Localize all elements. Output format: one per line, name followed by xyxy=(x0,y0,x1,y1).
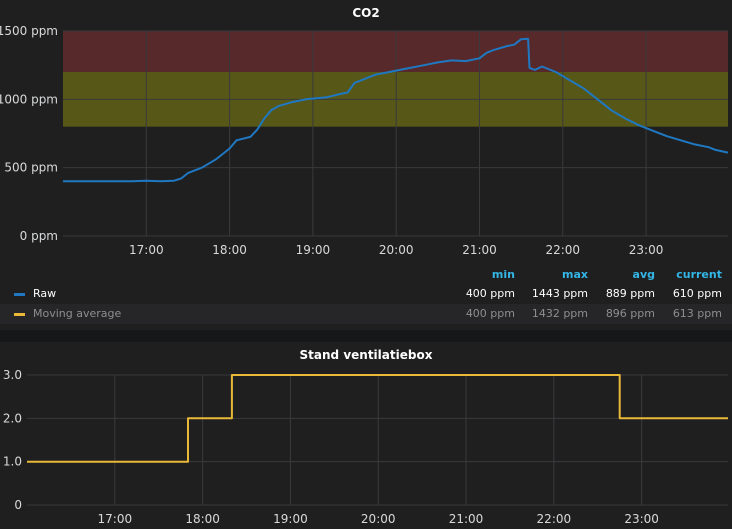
vent-x-tick-label: 20:00 xyxy=(361,512,396,526)
vent-x-tick-label: 21:00 xyxy=(449,512,484,526)
legend-ma-avg: 896 ppm xyxy=(605,307,655,320)
co2-x-tick-label: 23:00 xyxy=(629,243,664,257)
vent-x-tick-label: 22:00 xyxy=(537,512,572,526)
vent-y-tick-label: 1.0 xyxy=(3,455,22,469)
co2-y-tick-label: 1500 ppm xyxy=(0,24,58,38)
legend-ma-min: 400 ppm xyxy=(465,307,515,320)
co2-x-tick-label: 20:00 xyxy=(379,243,414,257)
ventilation-panel-title[interactable]: Stand ventilatiebox xyxy=(299,348,433,362)
legend-name-raw[interactable]: Raw xyxy=(33,287,57,300)
legend-header-max[interactable]: max xyxy=(562,268,588,281)
legend-raw-max: 1443 ppm xyxy=(531,287,588,300)
legend-header-min[interactable]: min xyxy=(491,268,515,281)
legend-swatch-raw xyxy=(14,293,25,296)
co2-y-tick-label: 500 ppm xyxy=(4,161,58,175)
vent-x-tick-label: 23:00 xyxy=(624,512,659,526)
co2-chart[interactable]: 17:00 18:00 19:00 20:00 21:00 22:00 23:00 0 ppm… xyxy=(0,20,732,280)
co2-x-tick-label: 17:00 xyxy=(129,243,164,257)
legend-row-moving-average[interactable]: Moving average 400 ppm 1432 ppm 896 ppm … xyxy=(0,304,732,324)
co2-panel-title[interactable]: CO2 xyxy=(352,6,380,20)
legend-raw-avg: 889 ppm xyxy=(605,287,655,300)
co2-x-tick-label: 22:00 xyxy=(545,243,580,257)
legend-raw-min: 400 ppm xyxy=(465,287,515,300)
ventilation-chart[interactable]: 17:00 18:00 19:00 20:00 21:00 22:00 23:00 0 1.0 2… xyxy=(0,362,732,529)
vent-x-tick-label: 19:00 xyxy=(273,512,308,526)
legend-ma-current: 613 ppm xyxy=(672,307,722,320)
vent-y-tick-label: 0 xyxy=(14,498,22,512)
legend-name-moving-average[interactable]: Moving average xyxy=(33,307,122,320)
vent-y-tick-label: 3.0 xyxy=(3,368,22,382)
co2-y-tick-label: 1000 ppm xyxy=(0,92,58,106)
co2-x-tick-label: 19:00 xyxy=(296,243,331,257)
vent-x-tick-label: 17:00 xyxy=(98,512,133,526)
legend-header-current[interactable]: current xyxy=(676,268,722,281)
co2-x-tick-label: 21:00 xyxy=(462,243,497,257)
co2-panel: CO2 17:00 18:00 19:00 20:00 21:00 22:00 23:00 0… xyxy=(0,6,732,324)
legend-header-avg[interactable]: avg xyxy=(632,268,655,281)
legend-swatch-moving-average xyxy=(14,313,25,316)
legend-row-raw[interactable]: Raw 400 ppm 1443 ppm 889 ppm 610 ppm xyxy=(0,284,732,304)
legend-header: min max avg current xyxy=(0,265,732,285)
vent-x-tick-label: 18:00 xyxy=(185,512,220,526)
co2-series-line-0[interactable] xyxy=(63,37,729,183)
co2-x-tick-label: 18:00 xyxy=(212,243,247,257)
vent-y-tick-label: 2.0 xyxy=(3,411,22,425)
ventilation-panel: Stand ventilatiebox 17:00 18:00 19:00 20:00… xyxy=(0,342,732,529)
co2-y-tick-label: 0 ppm xyxy=(20,229,58,243)
co2-threshold-band xyxy=(63,31,728,72)
legend-ma-max: 1432 ppm xyxy=(531,307,588,320)
legend-raw-current: 610 ppm xyxy=(672,287,722,300)
vent-series-line-0[interactable] xyxy=(27,374,728,463)
